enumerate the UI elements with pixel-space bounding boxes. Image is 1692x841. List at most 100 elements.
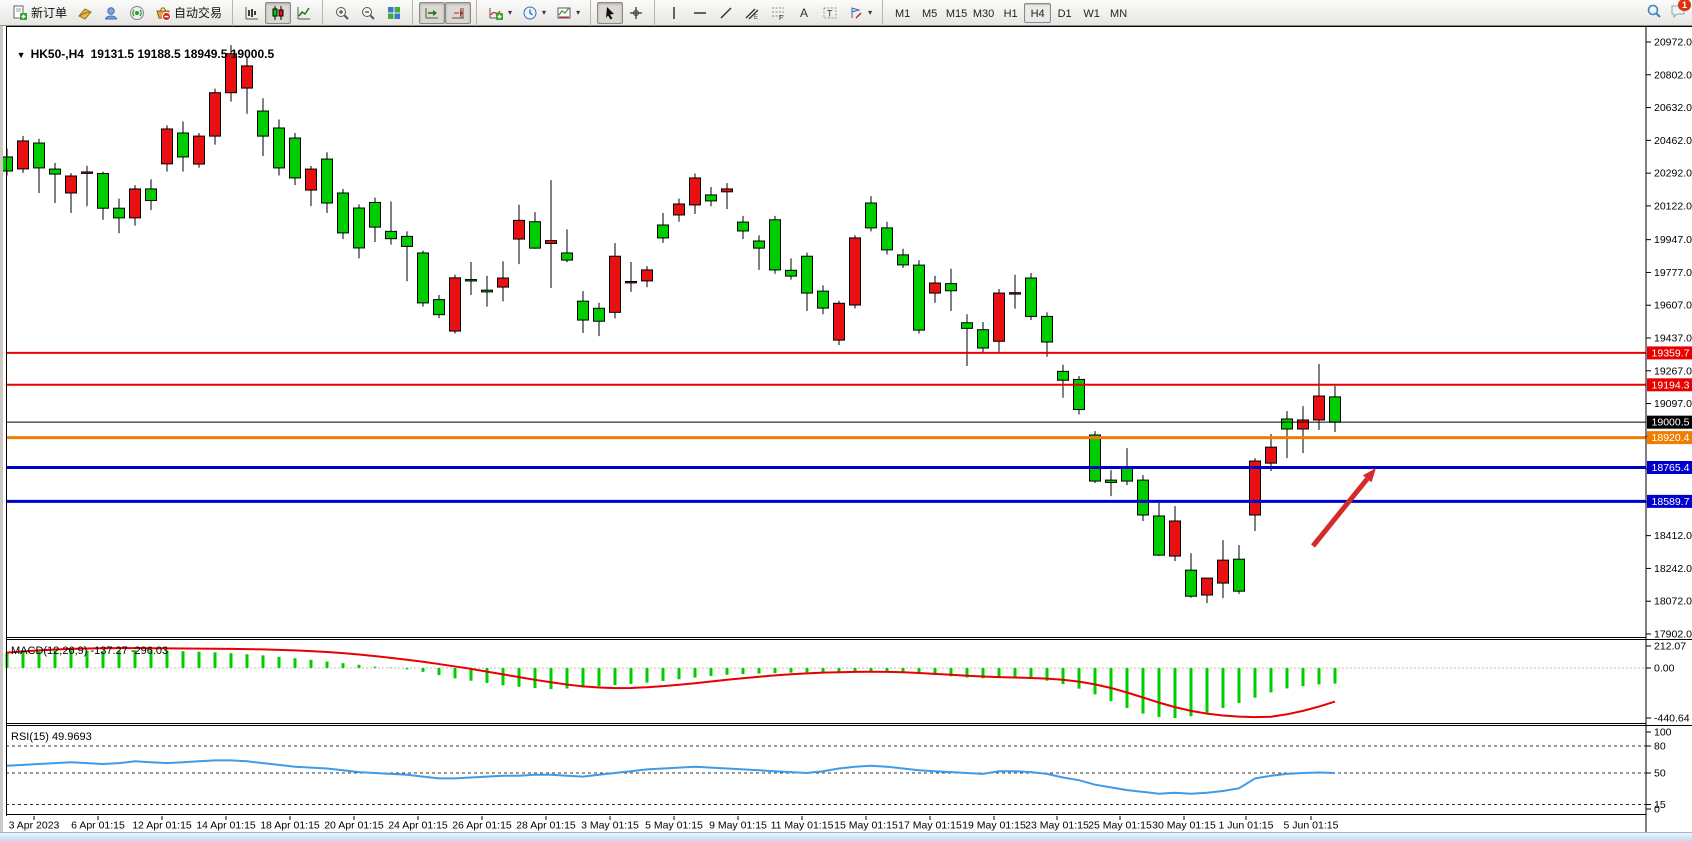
svg-text:23 May 01:15: 23 May 01:15	[1025, 820, 1089, 832]
chevron-down-icon[interactable]: ▾	[542, 8, 547, 17]
chart-shift-button[interactable]	[445, 1, 472, 24]
trendline-button[interactable]	[713, 2, 739, 24]
search-icon[interactable]	[1646, 3, 1662, 24]
toolbar-group: E F A T ▾	[654, 0, 880, 26]
macd-signal-line	[6, 647, 1336, 719]
svg-text:6 Apr 01:15: 6 Apr 01:15	[71, 820, 125, 832]
timeframe-m1-button[interactable]: M1	[894, 7, 911, 20]
svg-text:19437.0: 19437.0	[1654, 332, 1692, 344]
vline-icon	[666, 5, 682, 21]
label-icon: T	[822, 5, 838, 21]
svg-text:18 Apr 01:15: 18 Apr 01:15	[260, 820, 320, 832]
text-button[interactable]: A	[791, 2, 817, 24]
autotrading-icon	[155, 5, 172, 21]
svg-text:80: 80	[1654, 741, 1666, 753]
candle-chart-icon	[270, 5, 286, 21]
timeframe-m15-button[interactable]: M15	[945, 7, 968, 20]
crosshair-button[interactable]	[623, 2, 649, 24]
svg-text:26 Apr 01:15: 26 Apr 01:15	[452, 820, 512, 832]
rsi-axis: 100 80 50 150	[1645, 725, 1672, 816]
svg-text:20802.0: 20802.0	[1654, 69, 1692, 81]
macd-histogram	[5, 650, 1337, 719]
drawn-arrow-annotation[interactable]	[1311, 468, 1376, 548]
timeframe-group: M1 M5 M15 M30 H1 H4 D1 W1 MN	[882, 0, 1135, 26]
chat-button[interactable]: 1	[1670, 0, 1691, 24]
svg-text:20292.0: 20292.0	[1654, 168, 1692, 180]
timeframe-w1-button[interactable]: W1	[1083, 7, 1100, 20]
svg-text:18589.7: 18589.7	[1652, 496, 1690, 508]
svg-text:18072.0: 18072.0	[1654, 596, 1692, 608]
candlesticks	[3, 45, 1341, 604]
profiles-button[interactable]	[98, 2, 124, 24]
rsi-line	[6, 759, 1336, 795]
svg-text:19194.3: 19194.3	[1652, 379, 1690, 391]
chevron-down-icon[interactable]: ▾	[508, 8, 513, 17]
chevron-down-icon[interactable]: ▾	[576, 8, 581, 17]
line-chart-button[interactable]	[291, 2, 317, 24]
arrows-button[interactable]: ▾	[843, 2, 877, 24]
macd-chart-svg: 212.07 0.00 -440.64	[3, 639, 1692, 725]
svg-text:3 Apr 2023: 3 Apr 2023	[9, 820, 60, 832]
svg-text:0.00: 0.00	[1654, 663, 1675, 675]
svg-text:T: T	[827, 8, 833, 18]
time-axis-svg: 3 Apr 2023 6 Apr 01:15 12 Apr 01:15 14 Apr …	[3, 816, 1692, 832]
text-label-button[interactable]: T	[817, 2, 843, 24]
tile-windows-button[interactable]	[381, 2, 407, 24]
chart-window[interactable]: 20972.0 20802.0 20632.0 20462.0 20292.0 20122…	[3, 26, 1692, 832]
timeframe-d1-button[interactable]: D1	[1057, 7, 1072, 20]
timeframe-m30-button[interactable]: M30	[972, 7, 995, 20]
indicators-icon	[488, 5, 504, 21]
svg-text:50: 50	[1654, 768, 1666, 780]
notification-badge: 1	[1677, 0, 1691, 11]
timeframe-mn-button[interactable]: MN	[1110, 7, 1128, 20]
timeframe-h4-button[interactable]: H4	[1024, 2, 1052, 23]
auto-scroll-button[interactable]	[419, 1, 446, 24]
zoom-in-button[interactable]	[329, 2, 355, 24]
svg-text:25 May 01:15: 25 May 01:15	[1088, 820, 1152, 832]
crosshair-icon	[628, 5, 644, 21]
rsi-indicator-pane[interactable]: 100 80 50 15 0	[3, 725, 1692, 816]
zoom-out-button[interactable]	[355, 2, 381, 24]
svg-text:12 Apr 01:15: 12 Apr 01:15	[132, 820, 192, 832]
market-watch-button[interactable]	[72, 2, 98, 24]
chevron-down-icon[interactable]: ▾	[868, 8, 873, 17]
new-order-button[interactable]: 新订单	[7, 2, 72, 24]
bar-chart-button[interactable]	[239, 2, 265, 24]
svg-text:E: E	[754, 15, 758, 21]
trendline-icon	[718, 5, 734, 21]
fibonacci-button[interactable]: F	[765, 2, 791, 24]
templates-button[interactable]: ▾	[551, 2, 585, 24]
svg-text:17902.0: 17902.0	[1654, 628, 1692, 639]
timeframe-m5-button[interactable]: M5	[921, 7, 938, 20]
toolbar-group	[322, 0, 410, 26]
cursor-button[interactable]	[597, 1, 624, 24]
line-chart-icon	[296, 5, 312, 21]
fibo-icon: F	[770, 5, 786, 21]
svg-text:28 Apr 01:15: 28 Apr 01:15	[516, 820, 576, 832]
periods-button[interactable]: ▾	[517, 2, 551, 24]
vertical-line-button[interactable]	[661, 2, 687, 24]
price-pane[interactable]: 20972.0 20802.0 20632.0 20462.0 20292.0 20122…	[3, 26, 1692, 639]
svg-text:18765.4: 18765.4	[1652, 462, 1690, 474]
alerts-button[interactable]	[124, 2, 150, 24]
svg-text:18242.0: 18242.0	[1654, 563, 1692, 575]
shapes-icon	[848, 5, 864, 21]
horizontal-line-button[interactable]	[687, 2, 713, 24]
channel-icon: E	[744, 5, 760, 21]
macd-indicator-pane[interactable]: 212.07 0.00 -440.64	[3, 639, 1692, 725]
time-axis[interactable]: 3 Apr 2023 6 Apr 01:15 12 Apr 01:15 14 Apr …	[3, 816, 1692, 832]
main-toolbar: 新订单 自动交易 ▾ ▾ ▾ E F A T ▾ M1 M5 M15 M30 H1 H4 D1 W1 MN 1	[0, 0, 1692, 26]
svg-text:20632.0: 20632.0	[1654, 102, 1692, 114]
svg-text:5 Jun 01:15: 5 Jun 01:15	[1284, 820, 1339, 832]
bar-chart-icon	[244, 5, 260, 21]
price-chart-svg: 20972.0 20802.0 20632.0 20462.0 20292.0 20122…	[3, 26, 1692, 639]
svg-text:17 May 01:15: 17 May 01:15	[898, 820, 962, 832]
indicators-button[interactable]: ▾	[483, 2, 517, 24]
status-bar	[0, 832, 1692, 841]
autotrading-button[interactable]: 自动交易	[150, 2, 227, 24]
svg-text:F: F	[779, 15, 783, 21]
svg-text:14 Apr 01:15: 14 Apr 01:15	[196, 820, 256, 832]
timeframe-h1-button[interactable]: H1	[1003, 7, 1018, 20]
candle-chart-button[interactable]	[265, 1, 292, 24]
equidistant-channel-button[interactable]: E	[739, 2, 765, 24]
